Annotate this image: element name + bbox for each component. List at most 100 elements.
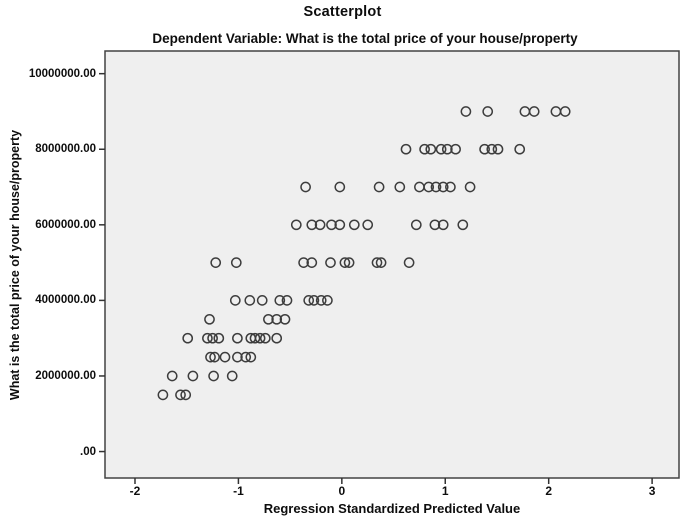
y-axis-title: What is the total price of your house/pr… (8, 129, 23, 400)
data-point-marker (306, 219, 318, 231)
data-point-marker (486, 143, 498, 155)
data-point-marker (528, 106, 540, 117)
data-point-marker (394, 181, 406, 193)
data-point-marker (492, 143, 504, 155)
data-point-marker (457, 219, 469, 231)
data-point-marker (429, 219, 441, 231)
y-tick-label: .00 (80, 445, 96, 458)
data-point-layer (157, 106, 571, 401)
data-point-marker (229, 295, 241, 306)
data-point-marker (281, 295, 293, 306)
data-point-marker (210, 257, 222, 268)
data-point-marker (205, 351, 216, 363)
data-point-marker (208, 370, 219, 382)
tick-marks (99, 72, 653, 484)
data-point-marker (187, 370, 199, 382)
data-point-marker (375, 257, 387, 268)
data-point-marker (373, 181, 385, 193)
data-point-marker (249, 332, 261, 344)
data-point-marker (207, 332, 218, 344)
data-point-marker (166, 370, 178, 382)
data-point-marker (271, 332, 283, 344)
x-tick-label: -1 (233, 484, 244, 498)
data-point-marker (334, 219, 346, 231)
data-point-marker (326, 219, 337, 231)
data-point-marker (209, 351, 220, 363)
data-point-marker (419, 143, 430, 155)
data-point-marker (232, 332, 243, 344)
data-point-marker (445, 181, 456, 193)
y-tick-label: 10000000.00 (28, 67, 96, 80)
data-point-marker (157, 389, 169, 401)
data-point-marker (240, 351, 252, 363)
chart-title: Scatterplot (303, 4, 382, 20)
data-point-marker (259, 332, 271, 344)
data-point-marker (559, 106, 571, 117)
x-tick-label: -2 (129, 484, 141, 498)
data-point-marker (423, 181, 435, 193)
y-tick-label: 8000000.00 (35, 143, 96, 156)
data-point-marker (314, 219, 326, 231)
data-point-marker (279, 313, 291, 325)
y-tick-label: 4000000.00 (35, 294, 96, 307)
data-point-marker (202, 332, 213, 344)
data-point-marker (232, 351, 243, 363)
data-point-marker (226, 370, 238, 382)
data-point-marker (322, 295, 333, 306)
data-point-marker (400, 143, 412, 155)
data-point-marker (290, 219, 302, 231)
data-point-marker (230, 257, 242, 268)
data-point-marker (263, 313, 274, 325)
data-point-marker (204, 313, 215, 325)
x-tick-label: 0 (338, 484, 346, 498)
data-point-marker (437, 181, 449, 193)
data-point-marker (213, 332, 225, 344)
y-axis-title-box: What is the total price of your house/pr… (2, 51, 28, 478)
data-point-marker (371, 257, 383, 268)
data-point-marker (244, 295, 256, 306)
data-point-marker (308, 295, 320, 306)
x-tick-label: 2 (545, 484, 553, 498)
data-point-marker (256, 295, 268, 306)
data-point-marker (441, 143, 453, 155)
data-point-marker (315, 295, 327, 306)
x-tick-label: 3 (648, 484, 656, 498)
data-point-marker (180, 389, 192, 401)
data-point-marker (245, 351, 257, 363)
data-point-marker (514, 143, 526, 155)
data-point-marker (298, 257, 309, 268)
data-point-marker (219, 351, 231, 363)
data-point-marker (334, 181, 346, 193)
data-point-marker (175, 389, 186, 401)
data-point-marker (303, 295, 315, 306)
x-axis-title-box: Regression Standardized Predicted Value (105, 501, 679, 516)
x-tick-label: 1 (441, 484, 449, 498)
data-point-marker (362, 219, 374, 231)
data-point-marker (254, 332, 266, 344)
data-point-marker (403, 257, 415, 268)
plot-area (104, 50, 680, 479)
data-point-marker (482, 106, 494, 117)
x-axis-title: Regression Standardized Predicted Value (263, 501, 521, 516)
data-point-marker (182, 332, 194, 344)
data-point-marker (425, 143, 437, 155)
data-point-marker (306, 257, 318, 268)
data-point-marker (464, 181, 476, 193)
data-point-marker (343, 257, 355, 268)
data-point-marker (300, 181, 311, 193)
chart-subtitle: Dependent Variable: What is the total pr… (152, 31, 578, 46)
data-point-marker (274, 295, 286, 306)
data-point-marker (479, 143, 490, 155)
data-point-marker (348, 219, 360, 231)
data-point-marker (410, 219, 422, 231)
data-point-marker (460, 106, 472, 117)
data-point-marker (271, 313, 283, 325)
data-point-marker (437, 219, 449, 231)
data-point-marker (325, 257, 336, 268)
y-tick-label: 6000000.00 (35, 218, 96, 231)
y-tick-label: 2000000.00 (35, 369, 96, 382)
data-point-marker (435, 143, 447, 155)
data-point-marker (339, 257, 351, 268)
